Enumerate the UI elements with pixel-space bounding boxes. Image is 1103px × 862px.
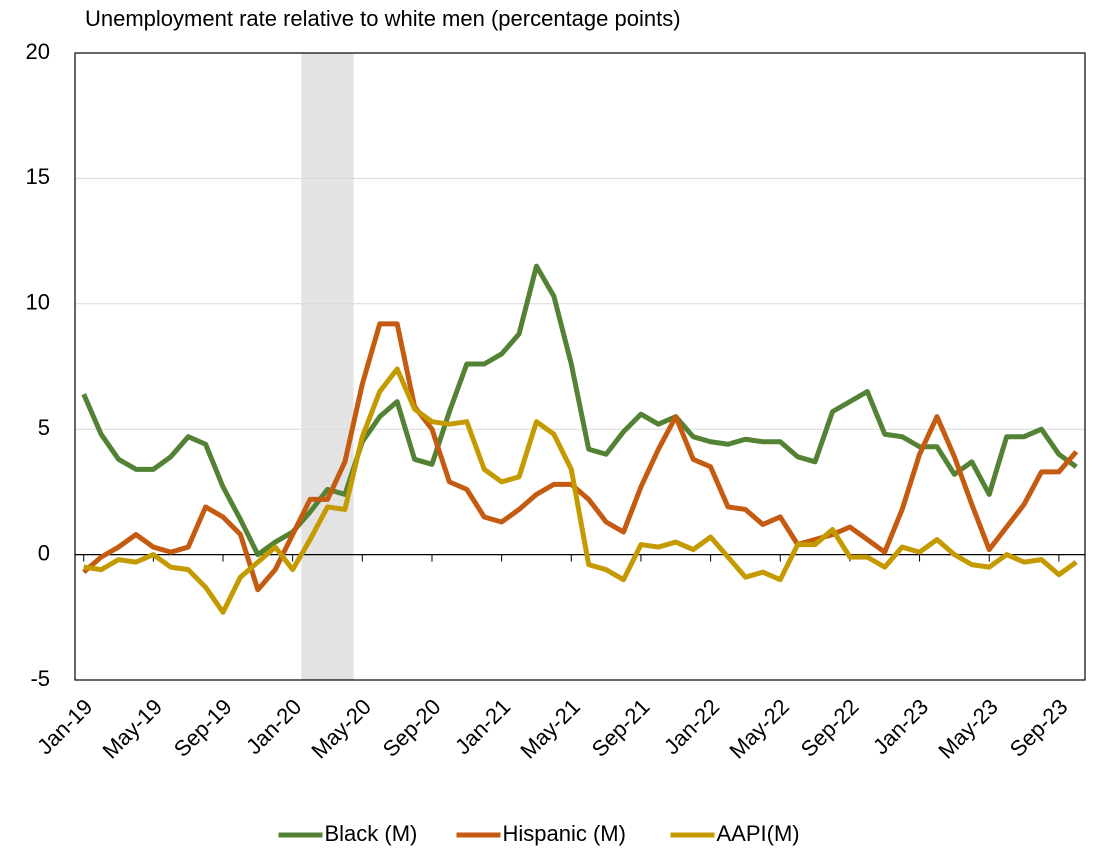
y-tick-label: 10 <box>26 290 50 315</box>
x-tick-label: Sep-20 <box>378 694 446 762</box>
x-tick-label: Jan-22 <box>659 694 724 759</box>
x-tick-label: May-21 <box>515 694 585 764</box>
x-tick-label: May-22 <box>724 694 794 764</box>
x-tick-label: Sep-21 <box>587 694 655 762</box>
x-tick-label: Sep-22 <box>796 694 864 762</box>
x-tick-label: May-23 <box>933 694 1003 764</box>
x-tick-label: Jan-23 <box>868 694 933 759</box>
y-tick-label: 15 <box>26 164 50 189</box>
x-tick-label: May-20 <box>306 694 376 764</box>
x-tick-label: Sep-23 <box>1005 694 1073 762</box>
shaded-period <box>301 53 354 680</box>
legend-label: AAPI(M) <box>717 821 800 846</box>
x-tick-label: May-19 <box>97 694 167 764</box>
series-line <box>82 321 1079 593</box>
x-tick-label: Jan-19 <box>32 694 97 759</box>
legend-label: Black (M) <box>325 821 418 846</box>
y-tick-label: 5 <box>38 415 50 440</box>
legend-label: Hispanic (M) <box>503 821 626 846</box>
y-tick-label: 0 <box>38 540 50 565</box>
y-tick-label: -5 <box>30 666 50 691</box>
y-tick-label: 20 <box>26 39 50 64</box>
series-line <box>83 366 1078 615</box>
chart-title: Unemployment rate relative to white men … <box>85 6 681 31</box>
x-tick-label: Jan-20 <box>241 694 306 759</box>
plot-border <box>74 52 1086 681</box>
x-tick-label: Sep-19 <box>169 694 237 762</box>
series-line <box>81 263 1078 558</box>
x-tick-label: Jan-21 <box>450 694 515 759</box>
